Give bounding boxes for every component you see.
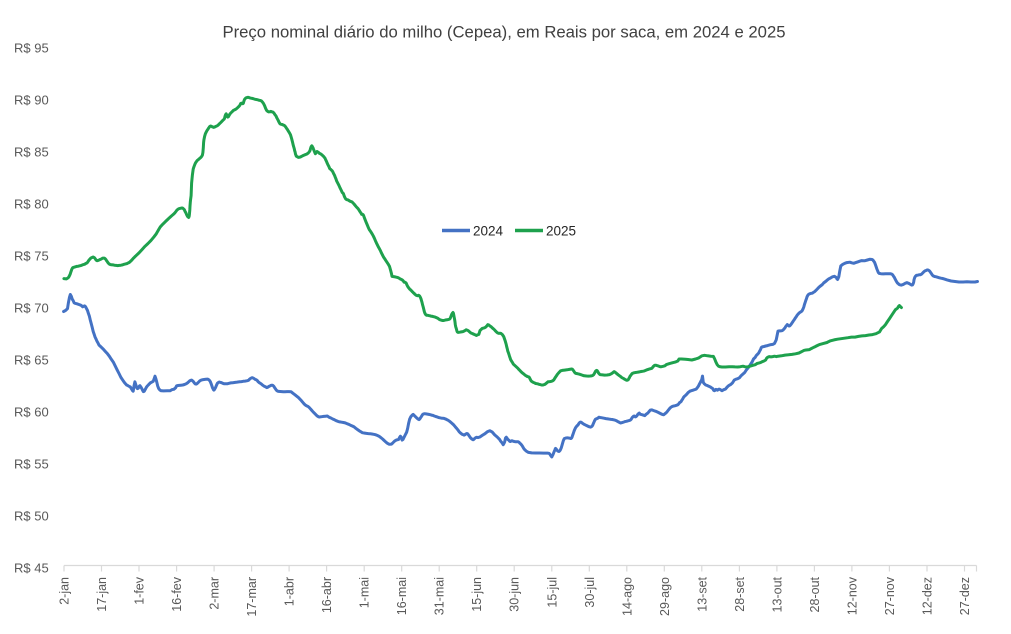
svg-text:R$ 80: R$ 80 — [14, 197, 49, 212]
svg-text:15-jul: 15-jul — [545, 577, 559, 608]
svg-text:R$ 55: R$ 55 — [14, 457, 49, 472]
svg-text:14-ago: 14-ago — [620, 577, 634, 616]
svg-text:R$ 95: R$ 95 — [14, 41, 49, 56]
svg-text:1-abr: 1-abr — [283, 577, 297, 606]
svg-text:1-mai: 1-mai — [358, 577, 372, 608]
svg-text:16-abr: 16-abr — [320, 577, 334, 613]
svg-text:1-fev: 1-fev — [133, 576, 147, 605]
svg-text:R$ 70: R$ 70 — [14, 301, 49, 316]
svg-text:R$ 85: R$ 85 — [14, 145, 49, 160]
svg-text:13-out: 13-out — [770, 576, 784, 612]
svg-text:R$ 60: R$ 60 — [14, 405, 49, 420]
svg-text:13-set: 13-set — [695, 576, 709, 611]
svg-text:2-mar: 2-mar — [208, 577, 222, 610]
svg-text:2024: 2024 — [473, 224, 504, 239]
svg-text:27-nov: 27-nov — [883, 576, 897, 615]
svg-text:27-dez: 27-dez — [958, 577, 972, 615]
svg-text:16-mai: 16-mai — [395, 577, 409, 615]
svg-text:12-nov: 12-nov — [845, 576, 859, 615]
svg-text:R$ 90: R$ 90 — [14, 93, 49, 108]
svg-text:R$ 75: R$ 75 — [14, 249, 49, 264]
svg-text:R$ 45: R$ 45 — [14, 561, 49, 576]
svg-text:29-ago: 29-ago — [658, 577, 672, 616]
svg-text:28-out: 28-out — [808, 576, 822, 612]
svg-text:R$ 50: R$ 50 — [14, 509, 49, 524]
svg-text:12-dez: 12-dez — [921, 577, 935, 615]
svg-text:Preço nominal diário do milho: Preço nominal diário do milho (Cepea), e… — [222, 23, 785, 42]
svg-text:15-jun: 15-jun — [470, 577, 484, 612]
svg-text:30-jul: 30-jul — [583, 577, 597, 608]
svg-text:16-fev: 16-fev — [170, 576, 184, 611]
svg-text:31-mai: 31-mai — [433, 577, 447, 615]
svg-text:17-mar: 17-mar — [245, 577, 259, 617]
svg-text:17-jan: 17-jan — [95, 577, 109, 612]
svg-text:2025: 2025 — [546, 224, 576, 239]
svg-text:2-jan: 2-jan — [58, 577, 72, 605]
svg-text:30-jun: 30-jun — [508, 577, 522, 612]
svg-text:28-set: 28-set — [733, 576, 747, 611]
svg-text:R$ 65: R$ 65 — [14, 353, 49, 368]
